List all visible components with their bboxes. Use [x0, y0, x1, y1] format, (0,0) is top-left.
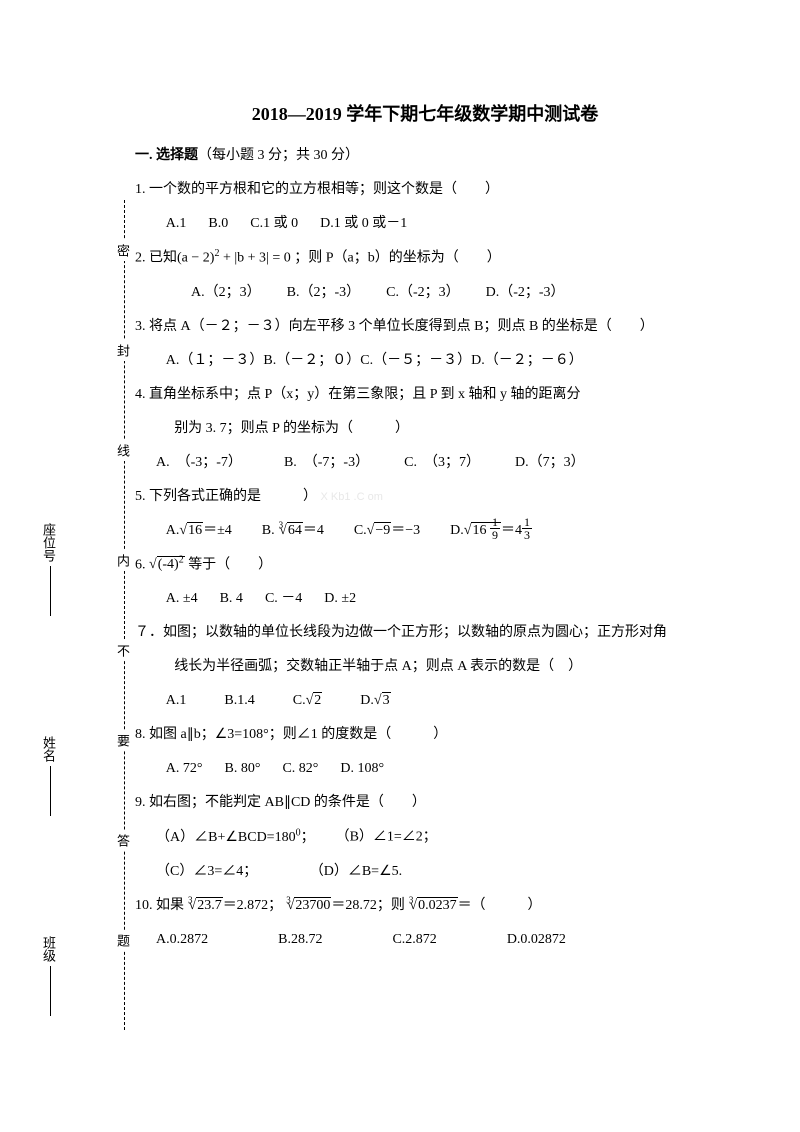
gutter-char-1: 密 [113, 240, 132, 261]
q2-post: + |b + 3| = 0 ；则 P（a；b）的坐标为（ ） [219, 251, 500, 266]
question-4-line1: 4. 直角坐标系中；点 P（x；y）在第三象限；且 P 到 x 轴和 y 轴的距… [135, 381, 715, 409]
page-content: 2018—2019 学年下期七年级数学期中测试卷 一. 选择题（每小题 3 分；… [135, 100, 715, 960]
q5-watermark: X Kb1 .C om [321, 491, 383, 503]
q5-text: 5. 下列各式正确的是 ） [135, 489, 317, 504]
binding-gutter: 密 封 线 内 不 要 答 题 班级 姓名 座位号 [55, 200, 125, 1030]
q9-opt-b: （B）∠1=∠2； [336, 830, 437, 845]
gutter-char-2: 封 [113, 340, 132, 361]
q4-opt-b: B. （-7；-3） [284, 455, 369, 470]
q5-opt-b: B.364＝4 [262, 517, 324, 545]
q4-opt-d: D.（7；3） [515, 455, 585, 470]
q4-opt-a: A. （-3；-7） [156, 455, 242, 470]
q6-opt-b: B. 4 [220, 585, 243, 613]
q1-opt-c: C.1 或 0 [250, 210, 298, 238]
q7-opt-a: A.1 [166, 687, 187, 715]
question-10: 10. 如果323.7＝2.872；323700＝28.72；则30.0237＝… [135, 892, 715, 920]
question-8: 8. 如图 a∥b；∠3=108°；则∠1 的度数是（ ） [135, 721, 715, 749]
cbrt-icon: 0.0237 [409, 892, 457, 920]
q2-opt-b: B.（2；-3） [287, 279, 361, 307]
question-7-line2: 线长为半径画弧；交数轴正半轴于点 A；则点 A 表示的数是（ ） [135, 653, 715, 681]
q4-opt-c: C. （3；7） [404, 455, 480, 470]
q5-opt-c: C.−9＝−3 [354, 517, 420, 545]
question-6: 6. (-4)2 等于（ ） [135, 551, 715, 580]
question-3-options: A.（１；－３）B.（－２；０）C.（－５；－３）D.（－２；－６） [135, 347, 715, 375]
question-1-options: A.1 B.0 C.1 或 0 D.1 或 0 或－1 [135, 210, 715, 238]
name-label-text: 姓名 [41, 736, 56, 762]
cbrt-icon: 64 [279, 517, 303, 545]
q6-opt-c: C. －4 [265, 585, 302, 613]
q8-opt-b: B. 80° [225, 755, 261, 783]
sqrt-icon: (-4)2 [149, 551, 185, 580]
gutter-char-4: 内 [113, 550, 132, 571]
class-label-text: 班级 [41, 936, 56, 962]
question-2: 2. 已知(a − 2)2 + |b + 3| = 0 ；则 P（a；b）的坐标… [135, 244, 715, 273]
gutter-dashed-line [124, 200, 125, 1030]
q6-opt-a: A. ±4 [166, 585, 198, 613]
question-6-options: A. ±4 B. 4 C. －4 D. ±2 [135, 585, 715, 613]
q2-opt-a: A.（2；3） [191, 279, 261, 307]
question-5-options: A.16＝±4 B.364＝4 C.−9＝−3 D.16 19＝413 [135, 517, 715, 545]
seat-label-text: 座位号 [41, 523, 56, 562]
name-label: 姓名 [39, 736, 58, 820]
sqrt-icon: 16 19 [464, 517, 501, 545]
question-9-options-row1: （A）∠B+∠BCD=1800； （B）∠1=∠2； [135, 823, 715, 852]
question-8-options: A. 72° B. 80° C. 82° D. 108° [135, 755, 715, 783]
section-1-note: （每小题 3 分；共 30 分） [198, 148, 359, 163]
cbrt-icon: 23700 [287, 892, 332, 920]
q1-opt-b: B.0 [208, 210, 228, 238]
cbrt-icon: 23.7 [189, 892, 223, 920]
q2-opt-c: C.（-2；3） [386, 279, 460, 307]
class-label: 班级 [39, 936, 58, 1020]
q9-opt-c: （C）∠3=∠4； [156, 864, 257, 879]
exam-title: 2018—2019 学年下期七年级数学期中测试卷 [135, 100, 715, 126]
q10-opt-b: B.28.72 [278, 926, 322, 954]
q7-opt-c: C.2 [293, 687, 323, 715]
q1-opt-d: D.1 或 0 或－1 [320, 210, 407, 238]
section-1-label: 一. 选择题 [135, 148, 198, 163]
question-5: 5. 下列各式正确的是 ） X Kb1 .C om [135, 483, 715, 511]
gutter-char-3: 线 [113, 440, 132, 461]
q7-opt-b: B.1.4 [224, 687, 254, 715]
question-10-options: A.0.2872 B.28.72 C.2.872 D.0.02872 [135, 926, 715, 954]
q9-opt-a: （A）∠B+∠BCD=1800； [156, 830, 315, 845]
q2-pre: 2. 已知(a − 2) [135, 251, 214, 266]
gutter-form-labels: 班级 姓名 座位号 [27, 200, 67, 1030]
sqrt-icon: −9 [367, 517, 392, 545]
q8-opt-d: D. 108° [340, 755, 384, 783]
q10-opt-a: A.0.2872 [156, 926, 208, 954]
seat-label: 座位号 [39, 523, 58, 620]
q8-opt-a: A. 72° [166, 755, 203, 783]
question-2-options: A.（2；3） B.（2；-3） C.（-2；3） D.（-2；-3） [135, 279, 715, 307]
question-1: 1. 一个数的平方根和它的立方根相等；则这个数是（ ） [135, 176, 715, 204]
gutter-char-8: 题 [113, 930, 132, 951]
section-1-header: 一. 选择题（每小题 3 分；共 30 分） [135, 144, 715, 164]
q5-opt-d: D.16 19＝413 [450, 517, 532, 545]
question-9-options-row2: （C）∠3=∠4； （D）∠B=∠5. [135, 858, 715, 886]
q10-opt-c: C.2.872 [392, 926, 436, 954]
question-7-options: A.1 B.1.4 C.2 D.3 [135, 687, 715, 715]
sqrt-icon: 2 [306, 687, 323, 715]
gutter-char-6: 要 [113, 730, 132, 751]
sqrt-icon: 16 [179, 517, 203, 545]
q2-opt-d: D.（-2；-3） [486, 279, 565, 307]
q1-opt-a: A.1 [166, 210, 187, 238]
question-9: 9. 如右图；不能判定 AB∥CD 的条件是（ ） [135, 789, 715, 817]
q10-opt-d: D.0.02872 [507, 926, 566, 954]
gutter-char-7: 答 [113, 830, 132, 851]
q8-opt-c: C. 82° [282, 755, 318, 783]
q5-opt-a: A.16＝±4 [166, 517, 232, 545]
question-3: 3. 将点 A（－２；－３）向左平移 3 个单位长度得到点 B；则点 B 的坐标… [135, 313, 715, 341]
question-4-options: A. （-3；-7） B. （-7；-3） C. （3；7） D.（7；3） [135, 449, 715, 477]
sqrt-icon: 3 [374, 687, 391, 715]
question-7-line1: ７．如图；以数轴的单位长线段为边做一个正方形；以数轴的原点为圆心；正方形对角 [135, 619, 715, 647]
q7-opt-d: D.3 [360, 687, 390, 715]
q6-opt-d: D. ±2 [324, 585, 356, 613]
gutter-char-5: 不 [113, 640, 132, 661]
q9-opt-d: （D）∠B=∠5. [310, 864, 402, 879]
question-4-line2: 别为 3. 7；则点 P 的坐标为（ ） [135, 415, 715, 443]
